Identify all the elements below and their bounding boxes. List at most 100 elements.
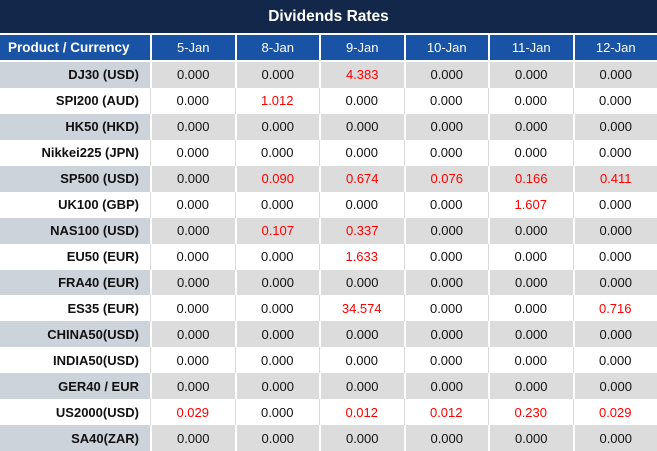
- rate-cell: 0.000: [403, 425, 488, 451]
- rate-cell: 0.000: [150, 373, 235, 400]
- rate-cell: 0.000: [572, 217, 657, 244]
- rate-cell: 0.000: [572, 243, 657, 270]
- rate-cell: 0.000: [319, 347, 404, 374]
- column-header-date: 5-Jan: [150, 35, 235, 60]
- rate-cell: 0.000: [403, 87, 488, 114]
- column-header-date: 9-Jan: [319, 35, 404, 60]
- table-row: Nikkei225 (JPN) 0.000 0.000 0.000 0.000 0.00…: [0, 139, 657, 166]
- table-row: EU50 (EUR) 0.000 0.000 1.633 0.000 0.000 0.00…: [0, 243, 657, 270]
- rate-cell: 0.000: [234, 295, 319, 322]
- table-row: INDIA50(USD) 0.000 0.000 0.000 0.000 0.000 0.…: [0, 347, 657, 374]
- row-label: US2000(USD): [0, 399, 150, 426]
- rate-cell: 0.000: [150, 87, 235, 114]
- rate-cell: 0.000: [488, 295, 573, 322]
- rate-cell: 0.000: [572, 269, 657, 296]
- row-label: Nikkei225 (JPN): [0, 139, 150, 166]
- rate-cell: 0.000: [150, 295, 235, 322]
- header-row: Product / Currency 5-Jan 8-Jan 9-Jan 10-Jan…: [0, 35, 657, 62]
- rate-cell: 0.000: [572, 347, 657, 374]
- column-header-product-currency: Product / Currency: [8, 40, 130, 55]
- table-body: DJ30 (USD) 0.000 0.000 4.383 0.000 0.000 0.00…: [0, 62, 657, 451]
- rate-cell: 0.000: [403, 269, 488, 296]
- table-row: CHINA50(USD) 0.000 0.000 0.000 0.000 0.000 0.…: [0, 321, 657, 348]
- rate-cell: 0.000: [234, 373, 319, 400]
- rate-cell: 0.000: [150, 321, 235, 348]
- rate-cell: 0.000: [488, 243, 573, 270]
- row-label: SA40(ZAR): [0, 425, 150, 451]
- table-row: FRA40 (EUR) 0.000 0.000 0.000 0.000 0.000 0.0…: [0, 269, 657, 296]
- table-row: HK50 (HKD) 0.000 0.000 0.000 0.000 0.000 0.00…: [0, 113, 657, 140]
- rate-cell: 4.383: [319, 62, 404, 88]
- row-label: HK50 (HKD): [0, 113, 150, 140]
- rate-cell: 0.000: [572, 87, 657, 114]
- column-header-date: 11-Jan: [488, 35, 573, 60]
- rate-cell: 0.000: [319, 139, 404, 166]
- rate-cell: 0.090: [234, 165, 319, 192]
- row-label: GER40 / EUR: [0, 373, 150, 400]
- rate-cell: 0.000: [150, 165, 235, 192]
- rate-cell: 0.000: [150, 425, 235, 451]
- rate-cell: 0.000: [572, 425, 657, 451]
- rate-cell: 0.000: [403, 139, 488, 166]
- table-row: SPI200 (AUD) 0.000 1.012 0.000 0.000 0.000 0.…: [0, 87, 657, 114]
- rate-cell: 0.000: [150, 191, 235, 218]
- rate-cell: 0.012: [319, 399, 404, 426]
- rate-cell: 0.000: [572, 62, 657, 88]
- rate-cell: 0.000: [572, 321, 657, 348]
- rate-cell: 0.000: [572, 191, 657, 218]
- rate-cell: 0.337: [319, 217, 404, 244]
- table-title: Dividends Rates: [0, 0, 657, 35]
- row-label: SPI200 (AUD): [0, 87, 150, 114]
- rate-cell: 0.000: [572, 139, 657, 166]
- rate-cell: 0.716: [572, 295, 657, 322]
- row-label: DJ30 (USD): [0, 62, 150, 88]
- rate-cell: 34.574: [319, 295, 404, 322]
- row-label: EU50 (EUR): [0, 243, 150, 270]
- rate-cell: 0.107: [234, 217, 319, 244]
- rate-cell: 0.000: [150, 269, 235, 296]
- rate-cell: 0.000: [150, 62, 235, 88]
- rate-cell: 0.000: [234, 425, 319, 451]
- rate-cell: 0.000: [403, 373, 488, 400]
- rate-cell: 0.000: [488, 269, 573, 296]
- rate-cell: 0.000: [403, 347, 488, 374]
- rate-cell: 0.000: [319, 373, 404, 400]
- rate-cell: 0.000: [234, 243, 319, 270]
- rate-cell: 0.000: [319, 269, 404, 296]
- rate-cell: 0.000: [488, 217, 573, 244]
- rate-cell: 0.000: [403, 321, 488, 348]
- rate-cell: 0.000: [403, 243, 488, 270]
- rate-cell: 0.000: [234, 321, 319, 348]
- rate-cell: 0.411: [572, 165, 657, 192]
- rate-cell: 0.230: [488, 399, 573, 426]
- rate-cell: 0.000: [234, 399, 319, 426]
- rate-cell: 0.000: [403, 191, 488, 218]
- rate-cell: 0.076: [403, 165, 488, 192]
- rate-cell: 0.000: [488, 347, 573, 374]
- row-label: INDIA50(USD): [0, 347, 150, 374]
- rate-cell: 0.000: [488, 139, 573, 166]
- rate-cell: 0.000: [234, 139, 319, 166]
- table-row: NAS100 (USD) 0.000 0.107 0.337 0.000 0.000 0.…: [0, 217, 657, 244]
- rate-cell: 0.000: [319, 191, 404, 218]
- table-row: SP500 (USD) 0.000 0.090 0.674 0.076 0.166 0.4…: [0, 165, 657, 192]
- rate-cell: 1.012: [234, 87, 319, 114]
- table-row: ES35 (EUR) 0.000 0.000 34.574 0.000 0.000 0.7…: [0, 295, 657, 322]
- table-row: UK100 (GBP) 0.000 0.000 0.000 0.000 1.607 0.0…: [0, 191, 657, 218]
- row-label: UK100 (GBP): [0, 191, 150, 218]
- column-header-date: 8-Jan: [234, 35, 320, 60]
- rate-cell: 0.000: [150, 113, 235, 140]
- rate-cell: 0.000: [319, 87, 404, 114]
- table-row: GER40 / EUR 0.000 0.000 0.000 0.000 0.000 0.0…: [0, 373, 657, 400]
- rate-cell: 0.000: [488, 87, 573, 114]
- rate-cell: 0.000: [319, 425, 404, 451]
- rate-cell: 0.000: [150, 347, 235, 374]
- rate-cell: 0.000: [488, 62, 573, 88]
- rate-cell: 0.000: [319, 321, 404, 348]
- table-row: DJ30 (USD) 0.000 0.000 4.383 0.000 0.000 0.00…: [0, 62, 657, 88]
- rate-cell: 0.000: [403, 62, 488, 88]
- rate-cell: 0.029: [150, 399, 235, 426]
- rate-cell: 0.029: [572, 399, 657, 426]
- rate-cell: 1.633: [319, 243, 404, 270]
